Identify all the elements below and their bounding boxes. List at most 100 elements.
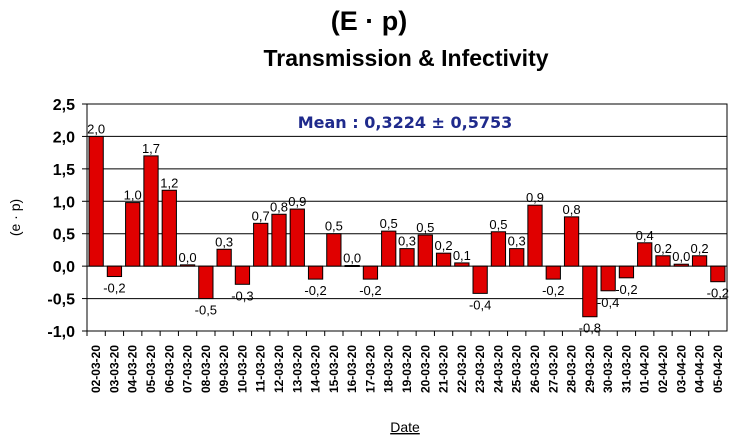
bars <box>88 135 726 318</box>
x-tick-label: 14-03-20 <box>309 345 323 393</box>
bar <box>472 265 488 294</box>
x-tick-label: 07-03-20 <box>181 345 195 393</box>
data-label: -0,2 <box>542 283 564 298</box>
y-axis-ticks: -1,0 -0,5 0,0 0,5 1,0 1,5 2,0 2,5 <box>47 97 87 341</box>
x-axis-ticks: 02-03-20 03-03-20 04-03-20 05-03-20 06-03-20… <box>86 331 725 393</box>
bar <box>143 155 159 267</box>
bar <box>417 234 433 267</box>
x-tick-label: 19-03-20 <box>400 345 414 393</box>
data-label: 0,3 <box>398 234 416 249</box>
x-tick-label: 18-03-20 <box>382 345 396 393</box>
x-tick-label: 10-03-20 <box>235 345 249 393</box>
data-label: 0,0 <box>343 250 361 265</box>
bar <box>655 255 671 267</box>
x-tick-label: 25-03-20 <box>510 345 524 393</box>
y-tick-label: 0,5 <box>53 227 75 244</box>
x-tick-label: 20-03-20 <box>418 345 432 393</box>
x-tick-label: 16-03-20 <box>345 345 359 393</box>
x-tick-label: 27-03-20 <box>546 345 560 393</box>
bar <box>179 264 196 267</box>
x-tick-label: 08-03-20 <box>199 345 213 393</box>
data-label: 0,0 <box>179 250 197 265</box>
bar <box>307 265 324 280</box>
data-label: -0,5 <box>195 303 217 318</box>
y-tick-label: 0,0 <box>53 259 75 276</box>
data-label: 0,8 <box>270 199 288 214</box>
x-tick-label: 04-04-20 <box>693 345 707 393</box>
x-tick-label: 02-04-20 <box>656 345 670 393</box>
x-tick-label: 23-03-20 <box>473 345 487 393</box>
x-tick-label: 03-03-20 <box>107 345 121 393</box>
chart-subtitle: Transmission & Infectivity <box>263 45 549 71</box>
data-label: 0,5 <box>489 217 507 232</box>
x-tick-label: 13-03-20 <box>290 345 304 393</box>
x-tick-label: 22-03-20 <box>455 345 469 393</box>
data-label: 0,3 <box>215 234 233 249</box>
bar <box>600 265 616 292</box>
chart-title: (E · p) <box>330 6 408 36</box>
data-label: -0,8 <box>579 321 601 336</box>
x-tick-label: 28-03-20 <box>565 345 579 393</box>
bar <box>490 231 507 267</box>
x-tick-label: 12-03-20 <box>272 345 286 393</box>
y-tick-label: 2,0 <box>53 129 75 146</box>
bar <box>673 263 689 267</box>
x-tick-label: 21-03-20 <box>437 345 451 393</box>
bar <box>234 265 251 285</box>
bar <box>161 189 177 267</box>
data-label: 0,9 <box>526 190 544 205</box>
bar <box>344 264 360 267</box>
data-label: 0,3 <box>508 234 526 249</box>
x-tick-label: 05-04-20 <box>711 345 725 393</box>
data-label: 0,2 <box>691 241 709 256</box>
x-axis-title: Date <box>390 419 420 435</box>
x-tick-label: 11-03-20 <box>254 345 268 393</box>
x-tick-label: 04-03-20 <box>126 345 140 393</box>
x-tick-label: 17-03-20 <box>363 345 377 393</box>
bar <box>545 265 561 280</box>
x-tick-label: 26-03-20 <box>528 345 542 393</box>
data-label: 0,5 <box>416 220 434 235</box>
bar <box>106 265 123 278</box>
x-tick-label: 02-03-20 <box>89 345 103 393</box>
data-label: 0,5 <box>380 216 398 231</box>
x-tick-label: 05-03-20 <box>144 345 158 393</box>
bar <box>289 208 305 267</box>
bar <box>399 248 415 267</box>
bar <box>710 265 726 283</box>
data-label: -0,4 <box>469 297 491 312</box>
y-axis-title: (e · p) <box>7 199 23 236</box>
x-tick-label: 09-03-20 <box>217 345 231 393</box>
bar <box>326 233 342 267</box>
y-tick-label: -1,0 <box>47 324 75 341</box>
bar <box>618 265 635 279</box>
x-tick-label: 03-04-20 <box>674 345 688 393</box>
bar <box>362 265 379 280</box>
bar <box>88 135 104 267</box>
data-label: 2,0 <box>87 121 105 136</box>
bar <box>563 216 580 267</box>
x-tick-label: 30-03-20 <box>601 345 615 393</box>
data-label: 0,7 <box>252 208 270 223</box>
plot-frame <box>86 103 728 332</box>
data-label: 0,1 <box>453 248 471 263</box>
data-label: 0,9 <box>288 194 306 209</box>
data-label: -0,3 <box>231 288 253 303</box>
x-tick-label: 06-03-20 <box>162 345 176 393</box>
data-label: 1,0 <box>124 188 142 203</box>
data-label: -0,2 <box>707 286 729 301</box>
data-label: 1,7 <box>142 141 160 156</box>
bar <box>527 204 543 267</box>
data-label: 0,0 <box>672 249 690 264</box>
bar <box>216 248 232 267</box>
bar <box>637 242 653 267</box>
mean-annotation: Mean : 0,3224 ± 0,5753 <box>298 113 513 132</box>
data-label: -0,2 <box>304 283 326 298</box>
x-tick-label: 01-04-20 <box>638 345 652 393</box>
x-tick-label: 24-03-20 <box>491 345 505 393</box>
data-labels: 2,0-0,21,01,71,20,0-0,50,3-0,30,70,8 0,9-… <box>87 121 729 335</box>
y-tick-label: 1,5 <box>53 162 75 179</box>
bar <box>454 262 470 267</box>
data-label: -0,2 <box>359 283 381 298</box>
